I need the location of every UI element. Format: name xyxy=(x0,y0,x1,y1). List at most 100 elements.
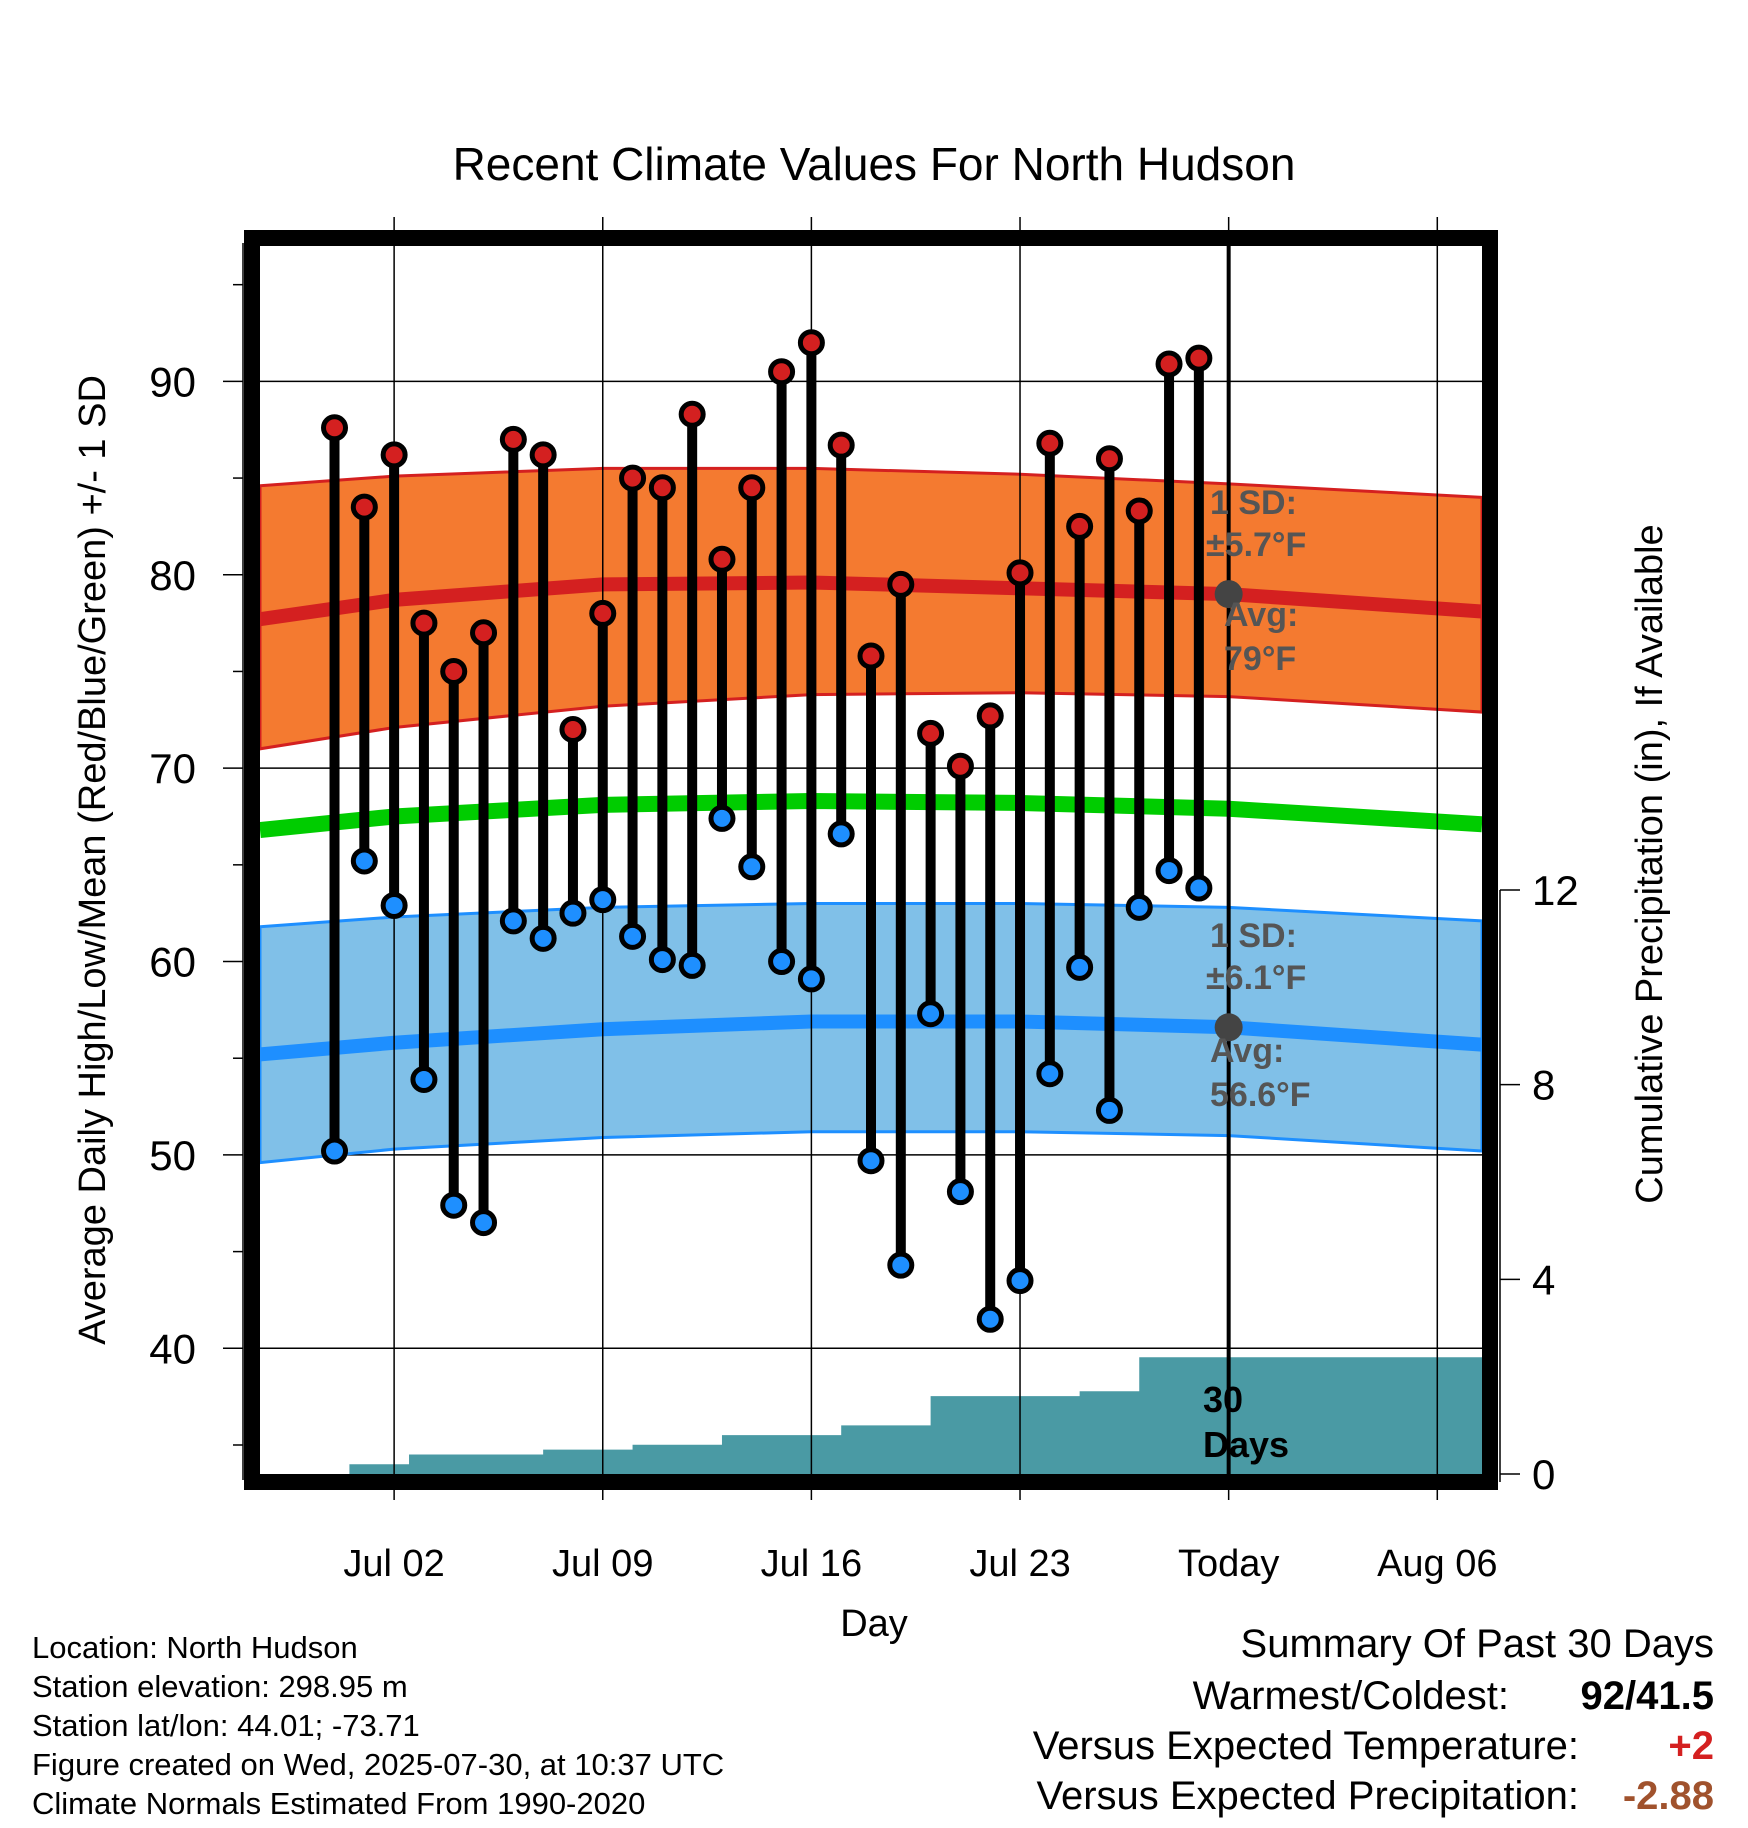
today-low-avg-marker xyxy=(1214,1013,1243,1042)
x-tick-label: Today xyxy=(1178,1543,1279,1585)
daily-high-point xyxy=(559,715,587,743)
y2-tick-label: 4 xyxy=(1532,1256,1555,1303)
high-sd-band xyxy=(260,466,1482,751)
y-tick-label: 80 xyxy=(149,552,196,599)
daily-high-point xyxy=(1066,512,1094,540)
daily-low-point xyxy=(380,891,408,919)
footer-info: Location: North Hudson Station elevation… xyxy=(32,1628,724,1823)
daily-low-point xyxy=(827,820,855,848)
summary-title-row: Summary Of Past 30 Days xyxy=(814,1622,1714,1672)
summary-warm-cold-value: 92/41.5 xyxy=(1580,1674,1714,1718)
daily-high-point xyxy=(529,441,557,469)
y2-tick-label: 8 xyxy=(1532,1062,1555,1109)
low-sd-label: 1 SD: xyxy=(1210,917,1297,955)
daily-high-point xyxy=(410,609,438,637)
daily-high-point xyxy=(1095,445,1123,473)
footer-normals: Climate Normals Estimated From 1990-2020 xyxy=(32,1786,646,1821)
summary-precip-label: Versus Expected Precipitation: xyxy=(1036,1774,1579,1818)
x-axis-title: Day xyxy=(840,1603,908,1645)
daily-low-point xyxy=(768,948,796,976)
daily-high-point xyxy=(738,474,766,502)
x-tick-label: Jul 23 xyxy=(969,1543,1070,1585)
daily-low-point xyxy=(470,1209,498,1237)
daily-high-point xyxy=(470,619,498,647)
daily-high-point xyxy=(648,474,676,502)
low-avg-label: Avg: xyxy=(1210,1032,1284,1070)
x-tick-label: Jul 09 xyxy=(552,1543,653,1585)
footer-created: Figure created on Wed, 2025-07-30, at 10… xyxy=(32,1747,725,1782)
daily-low-point xyxy=(619,922,647,950)
summary-temp-label: Versus Expected Temperature: xyxy=(1032,1724,1579,1768)
daily-low-point xyxy=(350,847,378,875)
y-tick-label: 40 xyxy=(149,1325,196,1372)
high-avg-value: 79°F xyxy=(1224,640,1296,678)
x-tick-label: Aug 06 xyxy=(1377,1543,1497,1585)
daily-high-point xyxy=(1036,429,1064,457)
high-avg-label: Avg: xyxy=(1224,596,1298,634)
daily-high-point xyxy=(857,642,885,670)
y2-tick-label: 0 xyxy=(1532,1451,1555,1498)
daily-high-point xyxy=(499,425,527,453)
daily-low-point xyxy=(440,1191,468,1219)
daily-high-point xyxy=(321,414,349,442)
today-high-avg-marker xyxy=(1214,580,1243,609)
daily-high-point xyxy=(1125,497,1153,525)
daily-high-point xyxy=(440,657,468,685)
days-label-number: 30 xyxy=(1203,1379,1243,1420)
plot-frame xyxy=(244,230,1498,1490)
daily-low-point xyxy=(887,1251,915,1279)
summary-precip-value: -2.88 xyxy=(1622,1774,1714,1818)
daily-low-point xyxy=(1006,1267,1034,1295)
daily-low-point xyxy=(857,1147,885,1175)
low-sd-value: ±6.1°F xyxy=(1206,959,1306,997)
daily-high-point xyxy=(917,719,945,747)
daily-low-point xyxy=(917,1000,945,1028)
daily-low-point xyxy=(1095,1096,1123,1124)
summary-temp-row: Versus Expected Temperature: +2 xyxy=(814,1724,1714,1774)
daily-low-point xyxy=(1066,953,1094,981)
y-tick-label: 90 xyxy=(149,358,196,405)
daily-high-point xyxy=(797,329,825,357)
y-axis-title: Average Daily High/Low/Mean (Red/Blue/Gr… xyxy=(72,375,114,1345)
daily-high-point xyxy=(887,570,915,598)
daily-low-point xyxy=(1125,893,1153,921)
high-sd-label: 1 SD: xyxy=(1210,484,1297,522)
summary-warm-cold-label: Warmest/Coldest: xyxy=(1192,1674,1509,1718)
daily-high-point xyxy=(946,752,974,780)
daily-low-point xyxy=(976,1305,1004,1333)
daily-low-point xyxy=(648,946,676,974)
x-tick-label: Jul 02 xyxy=(343,1543,444,1585)
daily-high-point xyxy=(619,464,647,492)
daily-low-point xyxy=(410,1065,438,1093)
daily-high-point xyxy=(768,358,796,386)
daily-low-point xyxy=(321,1137,349,1165)
daily-low-point xyxy=(678,951,706,979)
daily-high-point xyxy=(708,545,736,573)
daily-low-point xyxy=(797,965,825,993)
daily-low-point xyxy=(529,924,557,952)
daily-low-point xyxy=(946,1178,974,1206)
daily-low-point xyxy=(708,804,736,832)
precip-area xyxy=(260,1357,1482,1474)
daily-high-point xyxy=(678,400,706,428)
daily-low-point xyxy=(1155,857,1183,885)
summary-title: Summary Of Past 30 Days xyxy=(1240,1622,1714,1666)
daily-low-point xyxy=(1185,874,1213,902)
daily-low-point xyxy=(589,886,617,914)
daily-high-point xyxy=(1155,350,1183,378)
summary-temp-value: +2 xyxy=(1668,1724,1714,1768)
y-tick-label: 50 xyxy=(149,1132,196,1179)
footer-location: Location: North Hudson xyxy=(32,1630,358,1665)
daily-low-point xyxy=(499,907,527,935)
summary-warm-cold-row: Warmest/Coldest: 92/41.5 xyxy=(814,1674,1714,1724)
y2-axis-title: Cumulative Precipitation (in), If Availa… xyxy=(1629,524,1671,1203)
footer-latlon: Station lat/lon: 44.01; -73.71 xyxy=(32,1708,420,1743)
summary-precip-row: Versus Expected Precipitation: -2.88 xyxy=(814,1774,1714,1824)
daily-high-point xyxy=(350,493,378,521)
low-avg-value: 56.6°F xyxy=(1210,1076,1311,1114)
x-tick-label: Jul 16 xyxy=(761,1543,862,1585)
chart-title: Recent Climate Values For North Hudson xyxy=(453,138,1296,190)
daily-low-point xyxy=(1036,1060,1064,1088)
y-tick-label: 70 xyxy=(149,745,196,792)
